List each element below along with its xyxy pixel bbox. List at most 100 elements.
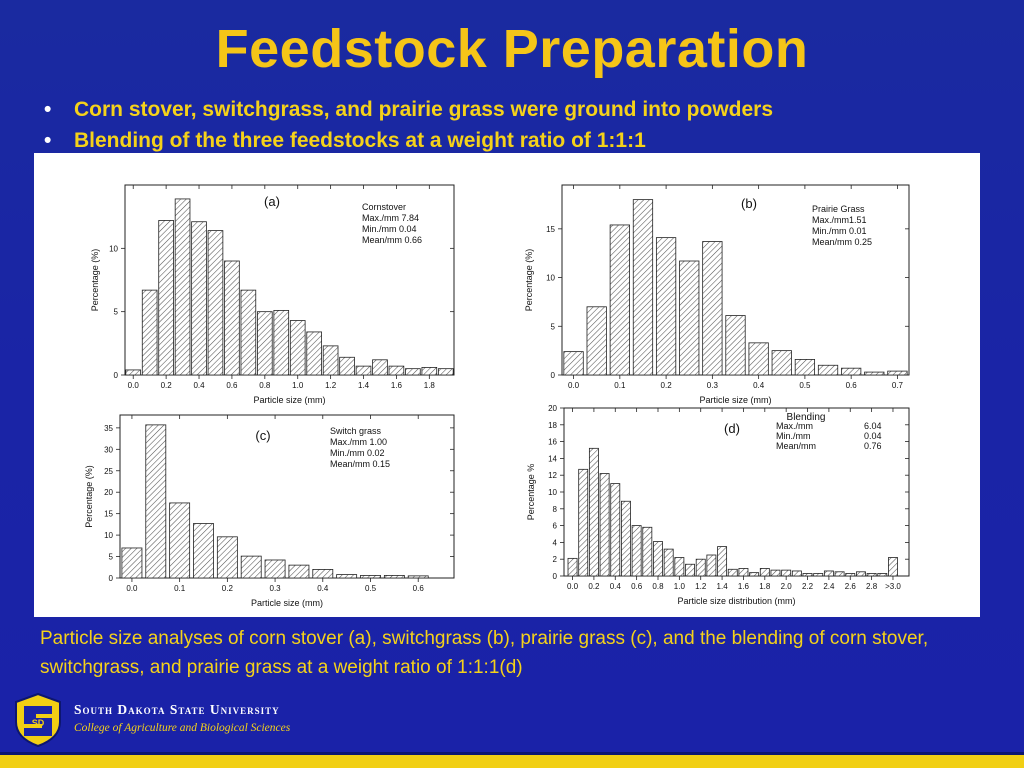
college-name: College of Agriculture and Biological Sc…: [74, 722, 291, 734]
slide-title: Feedstock Preparation: [215, 19, 809, 79]
x-tick-label: 0.4: [753, 381, 765, 390]
x-tick-label: >3.0: [885, 582, 901, 591]
legend-line: Mean/mm 0.25: [812, 237, 872, 247]
histogram-bar: [802, 573, 813, 577]
y-tick-label: 10: [546, 274, 555, 283]
y-tick-label: 5: [551, 322, 556, 331]
y-tick-label: 10: [548, 488, 557, 497]
plot-frame: [124, 184, 455, 376]
histogram-bar: [141, 289, 158, 376]
legend-line: Max./mm 7.84: [362, 213, 419, 223]
x-tick-label: 0.5: [799, 381, 811, 390]
x-tick-label: 1.0: [674, 582, 686, 591]
histogram-bar: [759, 568, 770, 577]
histogram-bar: [727, 568, 738, 577]
histogram-bar: [437, 368, 454, 376]
histogram-bar: [749, 572, 760, 577]
x-tick-label: 0.6: [413, 584, 425, 593]
histogram-bar: [685, 563, 695, 577]
legend-key: Mean/mm: [776, 441, 816, 451]
histogram-bar: [888, 557, 898, 577]
histogram-figure: 0.0 0.2 0.4 0.6 0.8 1.0 1.2 1.4 1.6 1.8 0 5 10 Partic…: [84, 184, 910, 608]
histogram-bar: [655, 237, 677, 376]
university-logo: SD: [15, 692, 61, 748]
legend-line: Max./mm1.51: [812, 215, 867, 225]
histogram-bar: [817, 364, 839, 376]
histogram-bar: [864, 371, 885, 376]
plot-frame: [119, 414, 455, 579]
y-tick-label: 2: [553, 555, 558, 564]
histogram-bar: [306, 331, 322, 376]
y-tick-label: 8: [553, 505, 558, 514]
bullet-marker: •: [44, 129, 52, 152]
x-tick-label: 1.4: [717, 582, 729, 591]
histogram-bar: [845, 573, 856, 577]
y-tick-label: 0: [551, 371, 556, 380]
y-tick-label: 25: [104, 467, 113, 476]
x-tick-label: 1.4: [358, 381, 370, 390]
histogram-bar: [360, 575, 381, 579]
histogram-bar: [224, 260, 240, 376]
legend-line: Mean/mm 0.66: [362, 235, 422, 245]
x-tick-label: 0.4: [610, 582, 622, 591]
histogram-bar: [121, 547, 143, 579]
x-tick-label: 0.0: [128, 381, 140, 390]
x-tick-label: 1.6: [738, 582, 750, 591]
y-axis-label: Percentage (%): [90, 249, 100, 312]
bullet-item: • Blending of the three feedstocks at a …: [44, 125, 773, 156]
histogram-bar: [588, 447, 599, 577]
panel-label: (d): [724, 421, 740, 436]
histogram-bar: [383, 575, 405, 579]
histogram-bar: [770, 569, 781, 577]
histogram-bar: [125, 369, 142, 376]
histogram-bar: [312, 569, 334, 579]
x-tick-label: 1.6: [391, 381, 403, 390]
bullet-text: Corn stover, switchgrass, and prairie gr…: [74, 98, 774, 121]
bullet-item: • Corn stover, switchgrass, and prairie …: [44, 94, 773, 125]
x-tick-label: 0.3: [707, 381, 719, 390]
x-tick-label: 2.2: [802, 582, 814, 591]
histogram-bar: [257, 311, 273, 376]
y-axis-label: Percentage (%): [524, 249, 534, 312]
y-tick-label: 6: [553, 522, 558, 531]
x-tick-label: 1.2: [325, 381, 337, 390]
university-name: South Dakota State University: [74, 702, 280, 717]
histogram-bar: [642, 526, 653, 577]
histogram-bar: [264, 559, 286, 579]
bullet-text: Blending of the three feedstocks at a we…: [74, 129, 646, 152]
histogram-bar: [610, 483, 621, 577]
histogram-bar: [823, 570, 834, 577]
x-tick-label: 0.8: [652, 582, 664, 591]
histogram-bar: [563, 351, 584, 376]
legend-line: Switch grass: [330, 426, 382, 436]
x-tick-label: 0.4: [317, 584, 329, 593]
histogram-bar: [791, 570, 802, 577]
x-tick-label: 0.6: [226, 381, 238, 390]
y-tick-label: 14: [548, 454, 557, 463]
histogram-bar: [158, 220, 174, 376]
histogram-bar: [841, 367, 862, 376]
x-tick-label: 0.2: [222, 584, 234, 593]
x-tick-label: 0.0: [126, 584, 138, 593]
figure-panel: 0.0 0.2 0.4 0.6 0.8 1.0 1.2 1.4 1.6 1.8 0 5 10 Partic…: [34, 153, 980, 617]
histogram-bar: [877, 573, 888, 577]
panel-label: (c): [255, 428, 270, 443]
x-tick-label: 2.8: [866, 582, 878, 591]
y-tick-label: 18: [548, 421, 557, 430]
histogram-bar: [609, 224, 630, 376]
panel-label: (b): [741, 196, 757, 211]
histogram-bar: [407, 575, 429, 579]
y-tick-label: 20: [548, 404, 557, 413]
histogram-bar: [632, 199, 654, 376]
legend-key: Min./mm: [776, 431, 811, 441]
y-tick-label: 12: [548, 471, 557, 480]
x-tick-label: 0.0: [568, 381, 580, 390]
y-tick-label: 15: [546, 225, 555, 234]
histogram-bar: [567, 557, 578, 577]
y-tick-label: 5: [114, 308, 119, 317]
y-tick-label: 20: [104, 488, 113, 497]
histogram-bar: [193, 523, 214, 579]
histogram-bar: [717, 546, 728, 577]
histogram-bar: [679, 260, 700, 376]
y-tick-label: 0: [114, 371, 119, 380]
